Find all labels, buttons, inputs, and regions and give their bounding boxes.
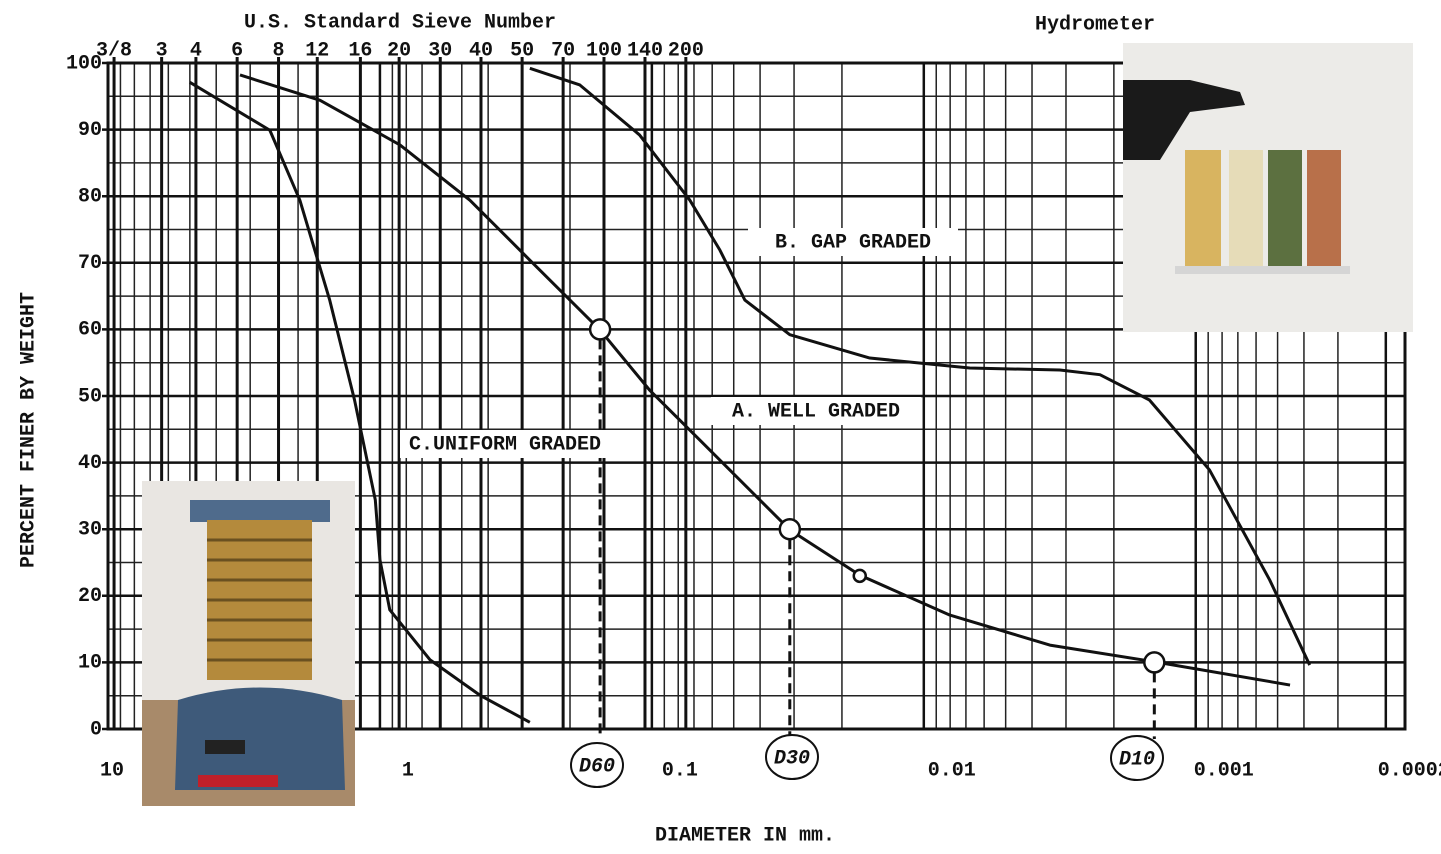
x2-tick-label: 50 <box>510 39 534 62</box>
chart: U.S. Standard Sieve Number Hydrometer PE… <box>0 0 1441 849</box>
y-tick-label: 70 <box>78 252 102 275</box>
x-tick-label: 0.1 <box>662 759 698 782</box>
y-tick-label: 80 <box>78 185 102 208</box>
x2-tick-label: 12 <box>305 39 329 62</box>
y-tick-label: 90 <box>78 119 102 142</box>
x2-tick-label: 16 <box>348 39 372 62</box>
shaker-display <box>205 740 245 754</box>
y-tick-label: 60 <box>78 319 102 342</box>
x2-tick-label: 6 <box>231 39 243 62</box>
y-tick-label: 50 <box>78 385 102 408</box>
x2-tick-label: 3 <box>156 39 168 62</box>
y-tick-label: 40 <box>78 452 102 475</box>
d10-label: D10 <box>1119 748 1155 771</box>
d60-label: D60 <box>579 755 615 778</box>
series-label: A. WELL GRADED <box>732 400 900 423</box>
y-tick-label: 20 <box>78 585 102 608</box>
sieve-shaker-photo <box>142 481 355 806</box>
cylinder-cream <box>1229 150 1263 268</box>
x-tick-label: 1 <box>402 759 414 782</box>
x2-tick-label: 20 <box>387 39 411 62</box>
marker <box>780 519 800 539</box>
x-tick-label: 0.0002 <box>1378 759 1441 782</box>
shaker-top <box>190 500 330 522</box>
cylinder-yellow <box>1185 150 1221 268</box>
x2-tick-label: 200 <box>668 39 704 62</box>
x2-tick-label: 70 <box>551 39 575 62</box>
top-axis-title: U.S. Standard Sieve Number <box>244 11 556 34</box>
shaker-base <box>175 688 345 791</box>
x2-tick-label: 3/8 <box>96 39 132 62</box>
x2-tick-label: 4 <box>190 39 202 62</box>
page: U.S. Standard Sieve Number Hydrometer PE… <box>0 0 1441 854</box>
marker <box>854 570 866 582</box>
y-axis-label: PERCENT FINER BY WEIGHT <box>17 292 40 568</box>
x2-tick-label: 140 <box>627 39 663 62</box>
x2-tick-label: 40 <box>469 39 493 62</box>
y-tick-label: 10 <box>78 652 102 675</box>
series-label: B. GAP GRADED <box>775 231 931 254</box>
series-label: C.UNIFORM GRADED <box>409 433 601 456</box>
d30-label: D30 <box>774 747 810 770</box>
x2-tick-label: 100 <box>586 39 622 62</box>
x2-tick-label: 8 <box>273 39 285 62</box>
x-axis-label: DIAMETER IN mm. <box>655 824 835 847</box>
x-tick-label: 10 <box>100 759 124 782</box>
cylinder-bases <box>1175 266 1350 274</box>
y-tick-label: 0 <box>90 718 102 741</box>
hydrometer-photo <box>1123 43 1413 332</box>
hydrometer-title: Hydrometer <box>1035 13 1155 36</box>
marker <box>1144 652 1164 672</box>
cylinder-red <box>1307 150 1341 268</box>
shaker-logo <box>198 775 278 787</box>
x-tick-label: 0.001 <box>1194 759 1254 782</box>
marker <box>590 319 610 339</box>
x-tick-label: 0.01 <box>928 759 976 782</box>
y-tick-label: 30 <box>78 518 102 541</box>
x2-tick-label: 30 <box>428 39 452 62</box>
cylinder-green <box>1268 150 1302 268</box>
